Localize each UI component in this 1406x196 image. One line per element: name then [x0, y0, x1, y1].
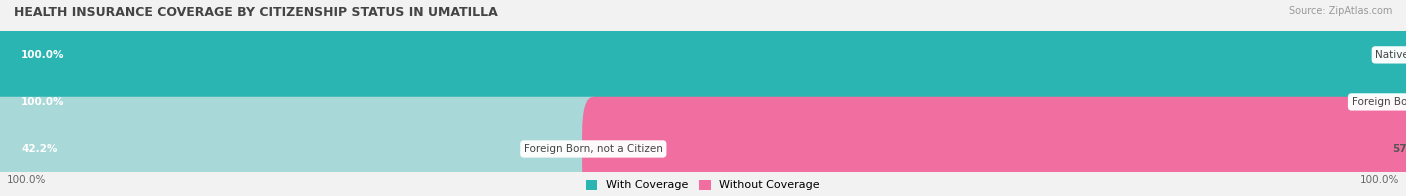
Text: HEALTH INSURANCE COVERAGE BY CITIZENSHIP STATUS IN UMATILLA: HEALTH INSURANCE COVERAGE BY CITIZENSHIP…	[14, 6, 498, 19]
Text: Foreign Born, not a Citizen: Foreign Born, not a Citizen	[524, 144, 662, 154]
Text: Source: ZipAtlas.com: Source: ZipAtlas.com	[1288, 6, 1392, 16]
FancyBboxPatch shape	[0, 3, 1406, 107]
Legend: With Coverage, Without Coverage: With Coverage, Without Coverage	[586, 180, 820, 191]
FancyBboxPatch shape	[0, 97, 1406, 196]
FancyBboxPatch shape	[582, 97, 1406, 196]
Text: 100.0%: 100.0%	[21, 97, 65, 107]
FancyBboxPatch shape	[0, 50, 1406, 154]
Text: 100.0%: 100.0%	[1360, 175, 1399, 185]
Text: Foreign Born, Citizen: Foreign Born, Citizen	[1351, 97, 1406, 107]
Text: Native Born: Native Born	[1375, 50, 1406, 60]
Text: 100.0%: 100.0%	[7, 175, 46, 185]
FancyBboxPatch shape	[0, 50, 1406, 154]
FancyBboxPatch shape	[0, 97, 605, 196]
Text: 100.0%: 100.0%	[21, 50, 65, 60]
FancyBboxPatch shape	[0, 3, 1406, 107]
Text: 42.2%: 42.2%	[21, 144, 58, 154]
Text: 57.8%: 57.8%	[1392, 144, 1406, 154]
